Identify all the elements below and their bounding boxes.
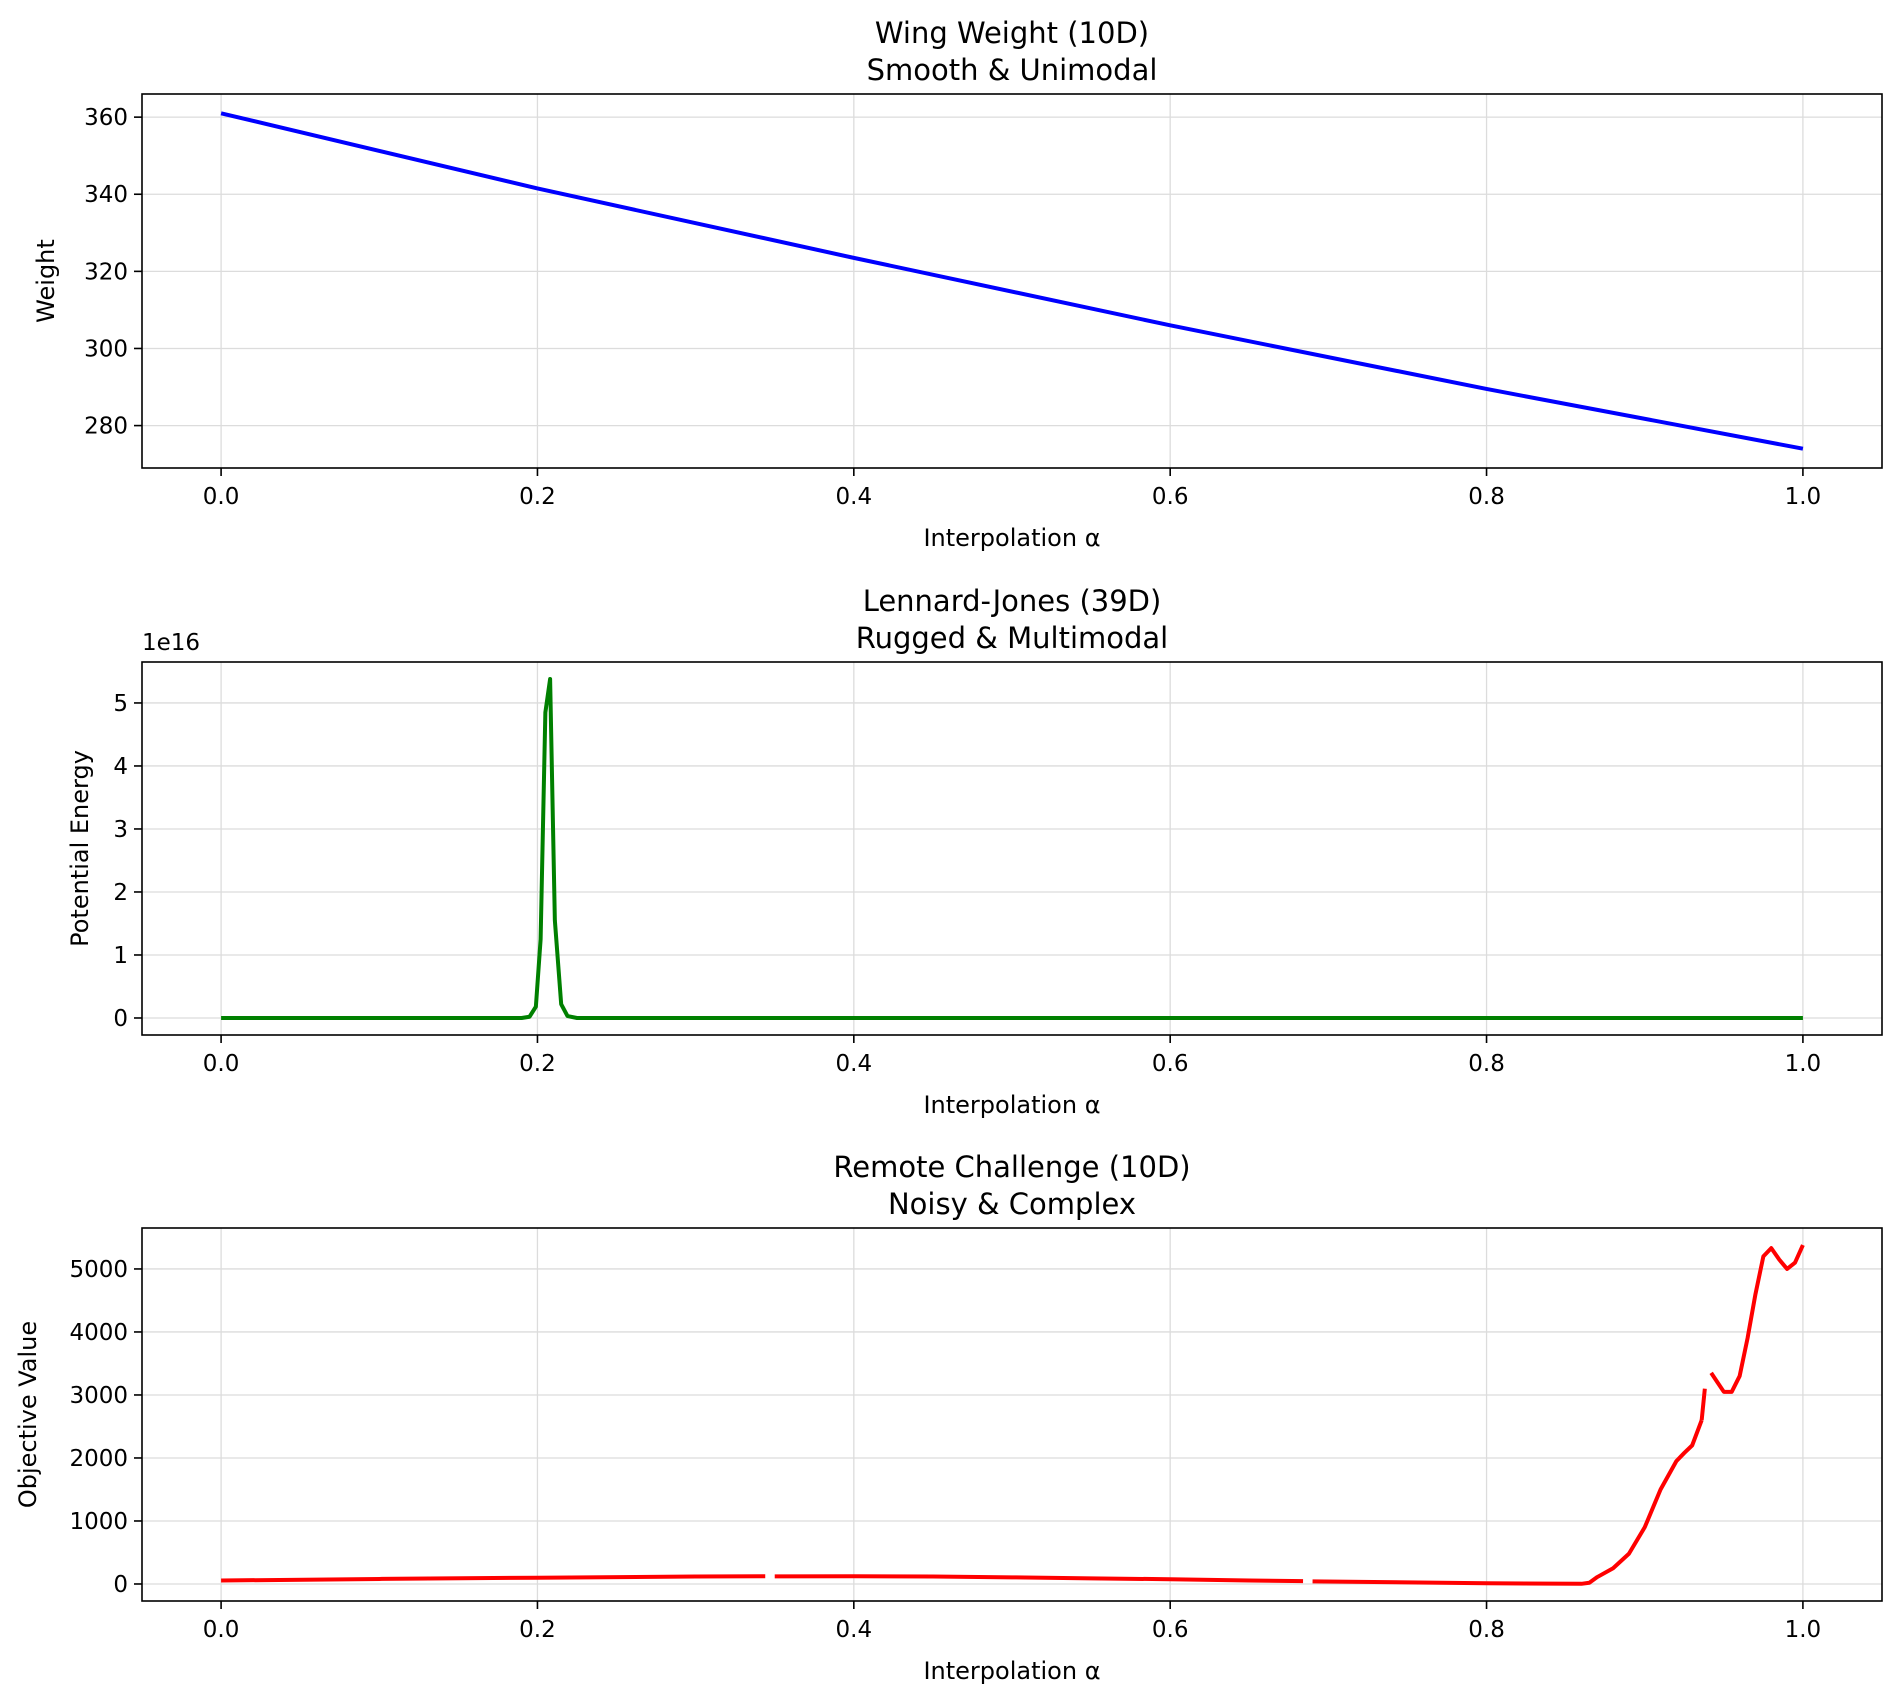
y-axis-label: Weight	[32, 239, 60, 323]
y-tick-label: 0	[113, 1572, 128, 1598]
y-tick-label: 4	[113, 754, 128, 780]
chart-subtitle: Smooth & Unimodal	[867, 53, 1158, 87]
x-tick-label: 0.6	[1152, 1051, 1189, 1077]
x-tick-label: 0.6	[1152, 484, 1189, 510]
y-offset-label: 1e16	[142, 630, 200, 656]
chart-subtitle: Noisy & Complex	[888, 1187, 1136, 1221]
lennard-jones-chart: 0.0 0.2 0.4 0.6 0.8 1.0 0 1 2 3 4 5 1e16 Lennard-Jone…	[66, 584, 1883, 1119]
chart-title: Lennard-Jones (39D)	[863, 584, 1162, 618]
x-tick-label: 0.4	[836, 484, 873, 510]
x-axis-label: Interpolation α	[923, 1657, 1100, 1685]
x-tick-label: 1.0	[1785, 484, 1822, 510]
chart-title: Remote Challenge (10D)	[833, 1150, 1190, 1184]
x-tick-label: 0.4	[836, 1617, 873, 1643]
y-axis-label: Potential Energy	[66, 750, 94, 947]
x-tick-label: 0.4	[836, 1051, 873, 1077]
y-tick-label: 1000	[69, 1509, 128, 1535]
y-tick-label: 300	[84, 336, 128, 362]
x-tick-label: 0.0	[203, 484, 240, 510]
y-tick-label: 1	[113, 943, 128, 969]
series-line	[221, 677, 1803, 1020]
remote-challenge-chart: 0.0 0.2 0.4 0.6 0.8 1.0 0 1000 2000 3000 4000 5000 R…	[14, 1150, 1883, 1685]
y-axis-label: Objective Value	[14, 1321, 42, 1508]
y-tick-label: 3000	[69, 1383, 128, 1409]
x-axis-label: Interpolation α	[923, 1091, 1100, 1119]
x-tick-label: 0.8	[1468, 1051, 1505, 1077]
x-tick-label: 1.0	[1785, 1051, 1822, 1077]
x-tick-label: 0.2	[519, 484, 556, 510]
plot-frame	[141, 1227, 1883, 1602]
y-tick-label: 3	[113, 817, 128, 843]
y-tick-label: 360	[84, 105, 128, 131]
x-axis-label: Interpolation α	[923, 524, 1100, 552]
plot-frame	[141, 661, 1883, 1036]
series-line	[1709, 1244, 1805, 1394]
series-line	[1699, 1388, 1707, 1421]
y-tick-label: 320	[84, 259, 128, 285]
y-tick-label: 2000	[69, 1446, 128, 1472]
x-tick-label: 0.0	[203, 1617, 240, 1643]
series-line	[221, 1574, 766, 1583]
series-line	[220, 111, 1804, 451]
x-tick-label: 0.2	[519, 1051, 556, 1077]
plot-frame	[141, 93, 1883, 469]
chart-title: Wing Weight (10D)	[875, 16, 1149, 50]
x-tick-label: 0.6	[1152, 1617, 1189, 1643]
y-tick-label: 5	[113, 691, 128, 717]
chart-subtitle: Rugged & Multimodal	[856, 621, 1168, 655]
y-tick-label: 280	[84, 414, 128, 440]
x-tick-label: 0.8	[1468, 1617, 1505, 1643]
x-tick-label: 0.8	[1468, 484, 1505, 510]
y-tick-label: 0	[113, 1006, 128, 1032]
y-tick-label: 340	[84, 182, 128, 208]
x-tick-label: 1.0	[1785, 1617, 1822, 1643]
series-line	[774, 1574, 1304, 1584]
y-tick-label: 2	[113, 880, 128, 906]
y-tick-label: 4000	[69, 1320, 128, 1346]
wing-weight-chart: 0.0 0.2 0.4 0.6 0.8 1.0 280 300 320 340 360 Wing We…	[32, 16, 1883, 552]
y-tick-label: 5000	[69, 1257, 128, 1283]
x-tick-label: 0.0	[203, 1051, 240, 1077]
series-line	[1312, 1419, 1704, 1586]
x-tick-label: 0.2	[519, 1617, 556, 1643]
